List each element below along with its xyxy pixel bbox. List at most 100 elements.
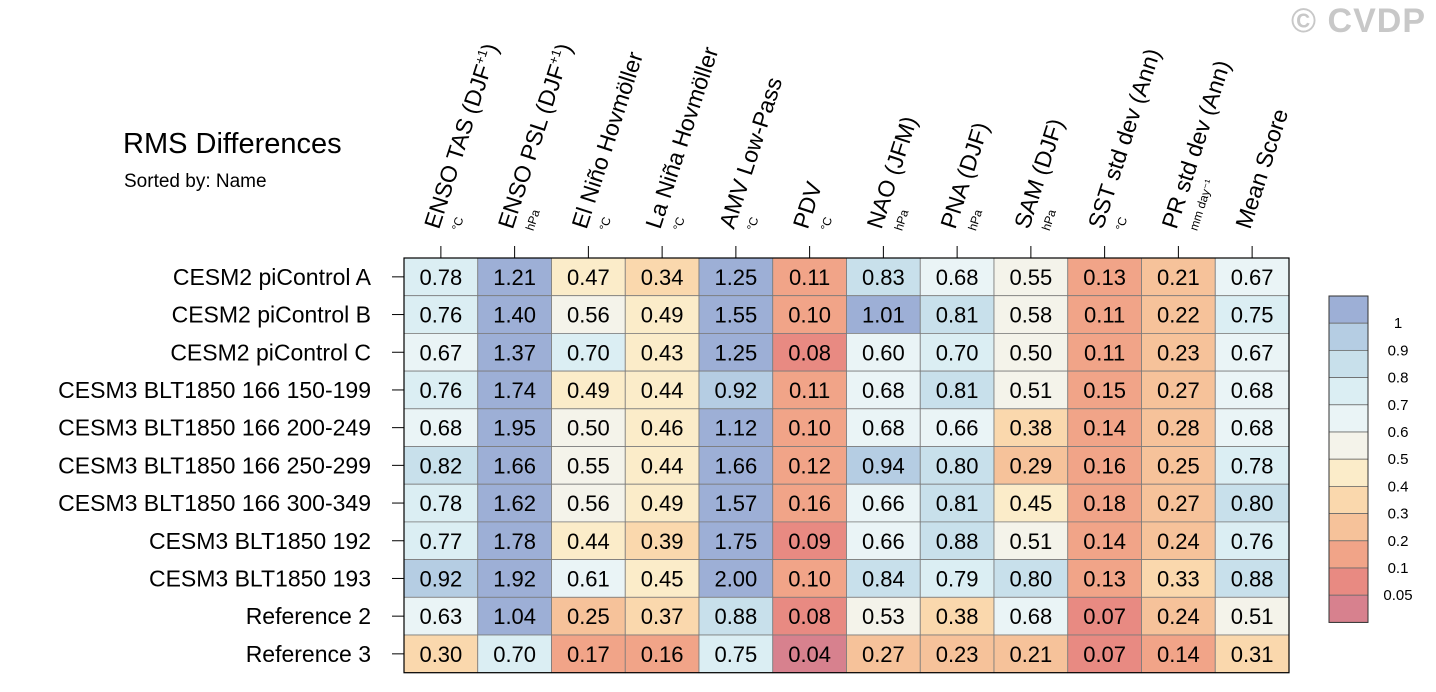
cell-value-label: 0.53 [862, 604, 905, 629]
cell-value-label: 0.80 [936, 453, 979, 478]
cell-value-label: 0.09 [788, 529, 831, 554]
cell-value-label: 0.66 [862, 529, 905, 554]
cell-value-label: 0.45 [641, 566, 684, 591]
cell-value-label: 1.95 [493, 416, 536, 441]
cell-value-label: 0.43 [641, 340, 684, 365]
cell-value-label: 1.55 [714, 303, 757, 328]
heatmap-cell [624, 521, 700, 561]
cell-value-label: 0.16 [788, 491, 831, 516]
cell-value-label: 0.88 [936, 529, 979, 554]
heatmap-cell [477, 446, 552, 485]
heatmap-cell [477, 370, 552, 410]
cell-value-label: 0.77 [419, 529, 462, 554]
cell-value-label: 0.49 [641, 491, 684, 516]
cell-value-label: 0.12 [788, 453, 831, 478]
heatmap-cell [1067, 559, 1142, 598]
cell-value-label: 0.68 [1231, 378, 1274, 403]
cell-value-label: 0.46 [641, 416, 684, 441]
cell-value-label: 1.04 [493, 604, 536, 629]
cell-value-label: 0.88 [714, 604, 757, 629]
heatmap-cell [846, 295, 921, 334]
cell-value-label: 0.25 [1157, 453, 1200, 478]
cell-value-label: 0.50 [567, 416, 610, 441]
heatmap-cell [919, 446, 995, 485]
cell-value-label: 0.67 [1231, 340, 1274, 365]
cell-value-label: 0.47 [567, 265, 610, 290]
cell-value-label: 0.18 [1083, 491, 1126, 516]
heatmap-cell [1214, 559, 1290, 598]
cell-value-label: 0.11 [789, 265, 830, 290]
colorbar-tick-label: 0.5 [1388, 451, 1409, 468]
row-label: CESM3 BLT1850 166 250-299 [58, 452, 371, 478]
heatmap-cell [919, 634, 995, 674]
cell-value-label: 0.44 [641, 378, 684, 403]
colorbar-tick-label: 0.7 [1388, 397, 1409, 414]
column-label: SAM (DJF) [1009, 115, 1069, 231]
cell-value-label: 0.16 [1083, 453, 1126, 478]
cell-value-label: 0.78 [419, 491, 462, 516]
heatmap-cell [1067, 634, 1142, 674]
chart-title: RMS Differences [123, 128, 342, 160]
cell-value-label: 1.92 [493, 566, 536, 591]
heatmap-cell [772, 332, 847, 372]
heatmap-cell [551, 332, 626, 372]
colorbar-tick-label: 0.05 [1383, 587, 1412, 604]
cell-value-label: 0.76 [419, 303, 462, 328]
colorbar-tick-label: 0.2 [1388, 533, 1409, 550]
heatmap-cell [1214, 257, 1290, 297]
cell-value-label: 0.07 [1083, 604, 1126, 629]
cell-value-label: 0.81 [936, 378, 979, 403]
heatmap-cell [772, 596, 847, 636]
colorbar-segment [1328, 540, 1369, 569]
heatmap-cell [698, 408, 774, 447]
heatmap-cell [477, 483, 552, 523]
colorbar-segment [1328, 458, 1369, 487]
cell-value-label: 0.21 [1157, 265, 1200, 290]
cell-value-label: 0.68 [419, 416, 462, 441]
cell-value-label: 0.84 [862, 566, 905, 591]
heatmap-cell [1141, 446, 1216, 485]
heatmap-cell [772, 408, 847, 447]
column-unit-label: °C [449, 215, 467, 232]
column-label: ENSO TAS (DJF+1) [419, 40, 503, 231]
cell-value-label: 0.70 [936, 340, 979, 365]
heatmap-cell [698, 521, 774, 561]
row-label: CESM3 BLT1850 192 [149, 528, 371, 554]
cell-value-label: 0.13 [1083, 265, 1126, 290]
cell-value-label: 1.25 [714, 340, 757, 365]
row-label: CESM2 piControl B [172, 302, 371, 328]
cell-value-label: 0.56 [567, 303, 610, 328]
colorbar-segment [1328, 349, 1369, 378]
cell-value-label: 0.80 [1231, 491, 1274, 516]
heatmap-cell [846, 634, 921, 674]
cell-value-label: 0.82 [419, 453, 462, 478]
column-unit-label: hPa [1039, 207, 1059, 232]
column-unit-label: °C [670, 215, 688, 232]
heatmap-cell [1141, 408, 1216, 447]
colorbar-segment [1328, 377, 1369, 406]
heatmap-cell [919, 521, 995, 561]
cell-value-label: 0.14 [1083, 416, 1126, 441]
column-header: PDV°C [788, 178, 836, 232]
heatmap-cell [1141, 370, 1216, 410]
cell-value-label: 0.49 [567, 378, 610, 403]
cvdp-watermark: © CVDP [1291, 2, 1426, 40]
cell-value-label: 0.22 [1157, 303, 1200, 328]
cell-value-label: 0.04 [788, 642, 831, 667]
colorbar-tick-label: 0.1 [1388, 560, 1409, 577]
heatmap-cell [1141, 559, 1216, 598]
heatmap-cell [403, 559, 479, 598]
column-header: Mean Score [1230, 106, 1293, 232]
cell-value-label: 0.11 [1084, 303, 1125, 328]
cell-value-label: 1.62 [493, 491, 536, 516]
column-unit-label: hPa [891, 207, 911, 232]
cell-value-label: 0.66 [936, 416, 979, 441]
column-unit-label: °C [744, 215, 762, 232]
cell-value-label: 0.75 [1231, 303, 1274, 328]
cell-value-label: 0.68 [1009, 604, 1052, 629]
heatmap-cell [1214, 408, 1290, 447]
cell-value-label: 0.37 [641, 604, 684, 629]
heatmap-cell [1067, 483, 1142, 523]
cell-value-label: 1.37 [493, 340, 536, 365]
heatmap-cell [993, 596, 1069, 636]
